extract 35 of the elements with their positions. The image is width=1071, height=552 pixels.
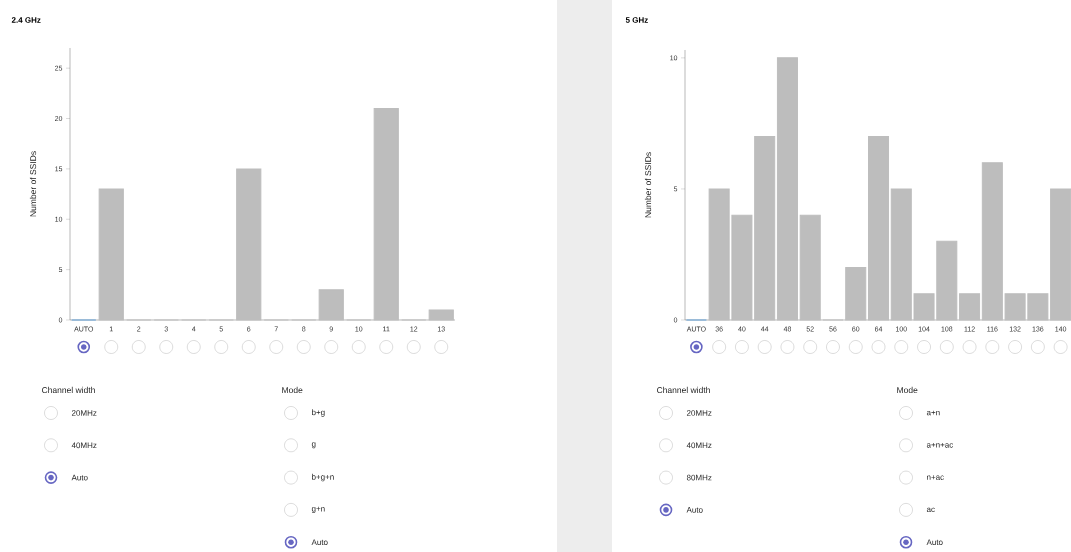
text: Auto <box>686 507 703 513</box>
text: 40MHz <box>686 442 712 449</box>
text: 40MHz <box>71 442 97 449</box>
chart-title: 5 GHz <box>625 17 648 23</box>
text: n+ac <box>927 475 944 480</box>
bar <box>799 214 821 321</box>
text: 20MHz <box>71 410 97 416</box>
text: g <box>311 442 316 449</box>
text: Auto <box>926 539 943 545</box>
y-axis-title: Number of SSIDs <box>29 151 37 217</box>
chart-title: 2.4 GHz <box>11 17 41 23</box>
bar <box>428 309 454 321</box>
bar <box>373 107 399 321</box>
bar <box>867 136 890 321</box>
bar <box>776 57 798 321</box>
text: a+n <box>926 410 940 416</box>
text: Mode <box>282 386 303 394</box>
text: g+n <box>311 506 325 514</box>
text: b+g <box>312 409 325 417</box>
bar <box>236 168 262 321</box>
text: Auto <box>71 474 88 481</box>
bar <box>98 188 124 321</box>
text: 80MHz <box>686 474 712 481</box>
bar <box>845 267 867 321</box>
y-axis-title: Number of SSIDs <box>644 152 652 218</box>
text: Auto <box>311 539 328 545</box>
text: b+g+n <box>312 473 334 482</box>
bar <box>959 293 981 321</box>
bar <box>318 289 344 321</box>
text: 20MHz <box>686 410 712 416</box>
text: Mode <box>897 386 918 394</box>
text: Channel width <box>41 386 95 394</box>
text: Channel width <box>656 386 710 394</box>
text: a+n+ac <box>926 442 954 448</box>
text: ac <box>926 507 935 513</box>
